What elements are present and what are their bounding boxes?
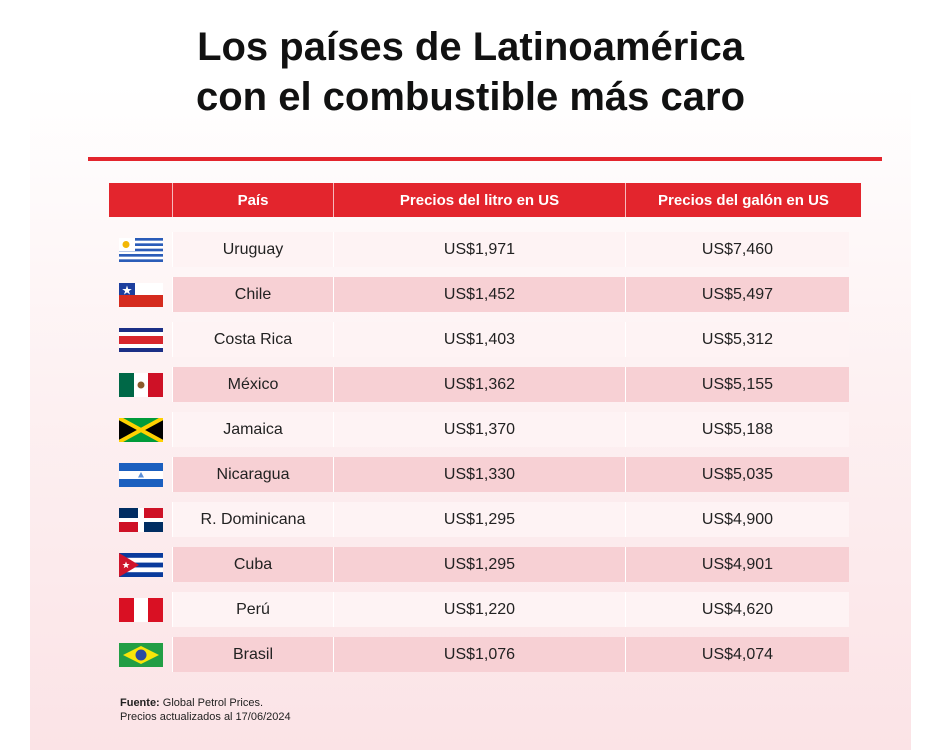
gallon-price-cell: US$5,312 bbox=[626, 322, 849, 357]
header-liter-price: Precios del litro en US bbox=[334, 183, 626, 217]
header-gallon-price: Precios del galón en US bbox=[626, 183, 861, 217]
flag-cell bbox=[109, 592, 173, 627]
liter-price-cell: US$1,971 bbox=[334, 232, 626, 267]
country-cell: México bbox=[173, 367, 334, 402]
peru-flag-icon bbox=[118, 597, 163, 622]
country-cell: Uruguay bbox=[173, 232, 334, 267]
table-row: R. Dominicana US$1,295 US$4,900 bbox=[109, 502, 861, 537]
flag-cell bbox=[109, 322, 173, 357]
flag-cell bbox=[109, 412, 173, 447]
gallon-price-cell: US$5,497 bbox=[626, 277, 849, 312]
gallon-price-cell: US$4,901 bbox=[626, 547, 849, 582]
page-title: Los países de Latinoamérica con el combu… bbox=[0, 22, 941, 122]
table-row: Uruguay US$1,971 US$7,460 bbox=[109, 232, 861, 267]
gallon-price-cell: US$4,620 bbox=[626, 592, 849, 627]
uruguay-flag-icon bbox=[118, 237, 163, 262]
gallon-price-cell: US$5,035 bbox=[626, 457, 849, 492]
country-cell: Chile bbox=[173, 277, 334, 312]
liter-price-cell: US$1,370 bbox=[334, 412, 626, 447]
table-row: Chile US$1,452 US$5,497 bbox=[109, 277, 861, 312]
country-cell: Nicaragua bbox=[173, 457, 334, 492]
table-row: Cuba US$1,295 US$4,901 bbox=[109, 547, 861, 582]
liter-price-cell: US$1,295 bbox=[334, 502, 626, 537]
liter-price-cell: US$1,076 bbox=[334, 637, 626, 672]
jamaica-flag-icon bbox=[118, 417, 163, 442]
gallon-price-cell: US$4,074 bbox=[626, 637, 849, 672]
country-cell: R. Dominicana bbox=[173, 502, 334, 537]
liter-price-cell: US$1,330 bbox=[334, 457, 626, 492]
flag-cell bbox=[109, 367, 173, 402]
table-row: Brasil US$1,076 US$4,074 bbox=[109, 637, 861, 672]
table-row: Perú US$1,220 US$4,620 bbox=[109, 592, 861, 627]
country-cell: Brasil bbox=[173, 637, 334, 672]
table-row: Costa Rica US$1,403 US$5,312 bbox=[109, 322, 861, 357]
source-label: Fuente: bbox=[120, 697, 160, 709]
title-line-1: Los países de Latinoamérica bbox=[197, 25, 744, 69]
table-row: México US$1,362 US$5,155 bbox=[109, 367, 861, 402]
country-cell: Perú bbox=[173, 592, 334, 627]
flag-cell bbox=[109, 457, 173, 492]
flag-cell bbox=[109, 637, 173, 672]
country-cell: Jamaica bbox=[173, 412, 334, 447]
title-divider bbox=[88, 157, 882, 161]
gallon-price-cell: US$5,155 bbox=[626, 367, 849, 402]
table-row: Nicaragua US$1,330 US$5,035 bbox=[109, 457, 861, 492]
gallon-price-cell: US$4,900 bbox=[626, 502, 849, 537]
liter-price-cell: US$1,220 bbox=[334, 592, 626, 627]
chile-flag-icon bbox=[118, 282, 163, 307]
source-note: Fuente: Global Petrol Prices. Precios ac… bbox=[120, 696, 291, 724]
gallon-price-cell: US$7,460 bbox=[626, 232, 849, 267]
flag-cell bbox=[109, 502, 173, 537]
liter-price-cell: US$1,295 bbox=[334, 547, 626, 582]
table-body: Uruguay US$1,971 US$7,460 Chile US$1,452 US$5… bbox=[109, 232, 861, 682]
header-flag-column bbox=[109, 183, 173, 217]
dominican-republic-flag-icon bbox=[118, 507, 163, 532]
table-row: Jamaica US$1,370 US$5,188 bbox=[109, 412, 861, 447]
flag-cell bbox=[109, 277, 173, 312]
gallon-price-cell: US$5,188 bbox=[626, 412, 849, 447]
liter-price-cell: US$1,452 bbox=[334, 277, 626, 312]
liter-price-cell: US$1,403 bbox=[334, 322, 626, 357]
country-cell: Costa Rica bbox=[173, 322, 334, 357]
brazil-flag-icon bbox=[118, 642, 163, 667]
flag-cell bbox=[109, 547, 173, 582]
nicaragua-flag-icon bbox=[118, 462, 163, 487]
header-country: País bbox=[173, 183, 334, 217]
mexico-flag-icon bbox=[118, 372, 163, 397]
cuba-flag-icon bbox=[118, 552, 163, 577]
flag-cell bbox=[109, 232, 173, 267]
title-line-2: con el combustible más caro bbox=[195, 75, 746, 119]
table-header: País Precios del litro en US Precios del… bbox=[109, 183, 861, 217]
liter-price-cell: US$1,362 bbox=[334, 367, 626, 402]
updated-date: Precios actualizados al 17/06/2024 bbox=[120, 711, 291, 723]
country-cell: Cuba bbox=[173, 547, 334, 582]
costa-rica-flag-icon bbox=[118, 327, 163, 352]
source-value: Global Petrol Prices. bbox=[159, 697, 264, 709]
